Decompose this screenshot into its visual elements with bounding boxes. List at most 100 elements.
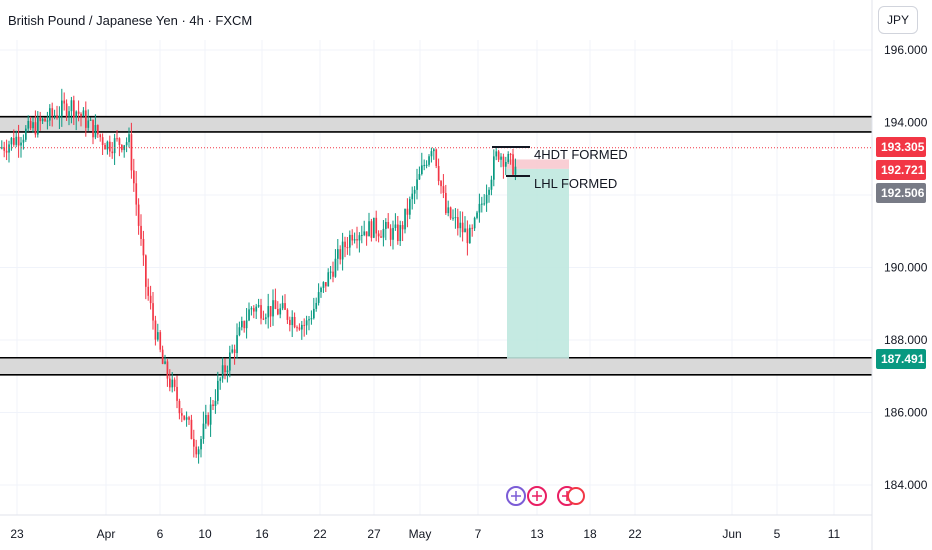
candle-body (133, 170, 135, 184)
candle-body (58, 115, 61, 119)
x-tick-label: 5 (774, 527, 781, 541)
candle-body (389, 228, 392, 240)
candle-body (63, 100, 66, 104)
candle-body (303, 324, 306, 326)
candle-body (349, 234, 351, 248)
candle-body (77, 111, 80, 114)
candle-body (315, 302, 318, 309)
candle-body (322, 282, 325, 288)
candle-body (149, 295, 152, 304)
candle-body (466, 228, 469, 244)
currency-button[interactable]: JPY (878, 6, 918, 34)
x-tick-label: May (409, 527, 432, 541)
candle-body (464, 228, 466, 233)
candle-body (193, 439, 195, 447)
candle-body (27, 120, 30, 129)
candle-body (291, 316, 294, 326)
candle-body (125, 142, 128, 146)
candle-body (394, 224, 397, 228)
candle-body (296, 327, 298, 329)
candle-body (411, 193, 414, 200)
candle-body (159, 332, 162, 350)
candle-body (231, 349, 234, 353)
candle-body (272, 300, 274, 317)
candle-body (356, 239, 358, 241)
candle-body (41, 118, 44, 122)
candle-body (257, 305, 260, 307)
candle-body (461, 222, 464, 233)
y-tick-label: 194.000 (884, 116, 928, 130)
candle-body (56, 115, 58, 119)
candle-body (344, 241, 346, 248)
candle-body (334, 258, 337, 277)
candle-body (392, 227, 394, 240)
candle-body (500, 156, 502, 160)
candle-body (20, 142, 22, 146)
x-tick-label: 11 (828, 527, 841, 541)
candle-body (188, 417, 190, 420)
candle-body (15, 136, 18, 145)
candle-body (308, 319, 310, 321)
candle-body (236, 335, 238, 354)
lightning-event-icon[interactable] (506, 486, 526, 506)
candle-body (61, 100, 63, 116)
x-tick-label: 13 (530, 527, 544, 541)
candle-body (142, 238, 145, 256)
candle-body (488, 189, 490, 195)
candle-body (238, 327, 241, 336)
candle-body (423, 165, 426, 167)
candle-body (99, 134, 102, 138)
uk-flag-event-icon[interactable] (527, 486, 547, 506)
candle-body (113, 138, 116, 154)
y-tick-label: 196.000 (884, 43, 928, 57)
candle-body (289, 319, 291, 326)
candle-body (80, 113, 82, 117)
candle-body (116, 138, 118, 140)
x-tick-label: 10 (198, 527, 212, 541)
candle-body (329, 271, 332, 273)
y-tick-label: 184.000 (884, 478, 928, 492)
candle-body (94, 125, 97, 138)
candle-body (442, 186, 445, 193)
candle-body (452, 217, 454, 219)
candle-body (473, 217, 476, 229)
candle-body (101, 137, 104, 145)
candle-body (13, 137, 15, 145)
price-tag-label: 187.491 (881, 352, 925, 366)
candle-body (281, 303, 284, 309)
event-icons[interactable] (506, 486, 585, 506)
symbol-title[interactable]: British Pound / Japanese Yen · 4h · FXCM (8, 13, 253, 28)
y-tick-label: 188.000 (884, 333, 928, 347)
candle-body (293, 316, 296, 328)
price-tag-current (876, 160, 926, 180)
candle-body (377, 233, 380, 237)
candle-body (399, 225, 402, 242)
candle-body (5, 150, 8, 153)
x-tick-label: 27 (367, 527, 381, 541)
annotations: 4HDT FORMED LHL FORMED (0, 146, 872, 191)
candle-body (279, 308, 282, 315)
short-position[interactable] (507, 159, 569, 359)
candle-body (248, 309, 250, 321)
candle-body (226, 370, 229, 373)
candle-body (262, 318, 265, 320)
candle-body (233, 349, 236, 354)
candle-body (445, 192, 447, 214)
candle-body (152, 303, 154, 321)
candle-body (171, 379, 174, 388)
price-tag-previous (876, 183, 926, 203)
candle-body (68, 111, 70, 117)
candle-body (183, 415, 186, 420)
candle-body (325, 282, 327, 287)
candle-body (301, 324, 303, 330)
candle-body (397, 224, 399, 242)
candle-body (161, 349, 164, 364)
x-tick-label: 16 (255, 527, 269, 541)
candle-body (185, 417, 188, 420)
candle-body (178, 400, 181, 414)
candle-body (433, 149, 435, 152)
candle-body (25, 128, 27, 140)
candle-body (459, 222, 462, 229)
candle-body (418, 174, 421, 180)
